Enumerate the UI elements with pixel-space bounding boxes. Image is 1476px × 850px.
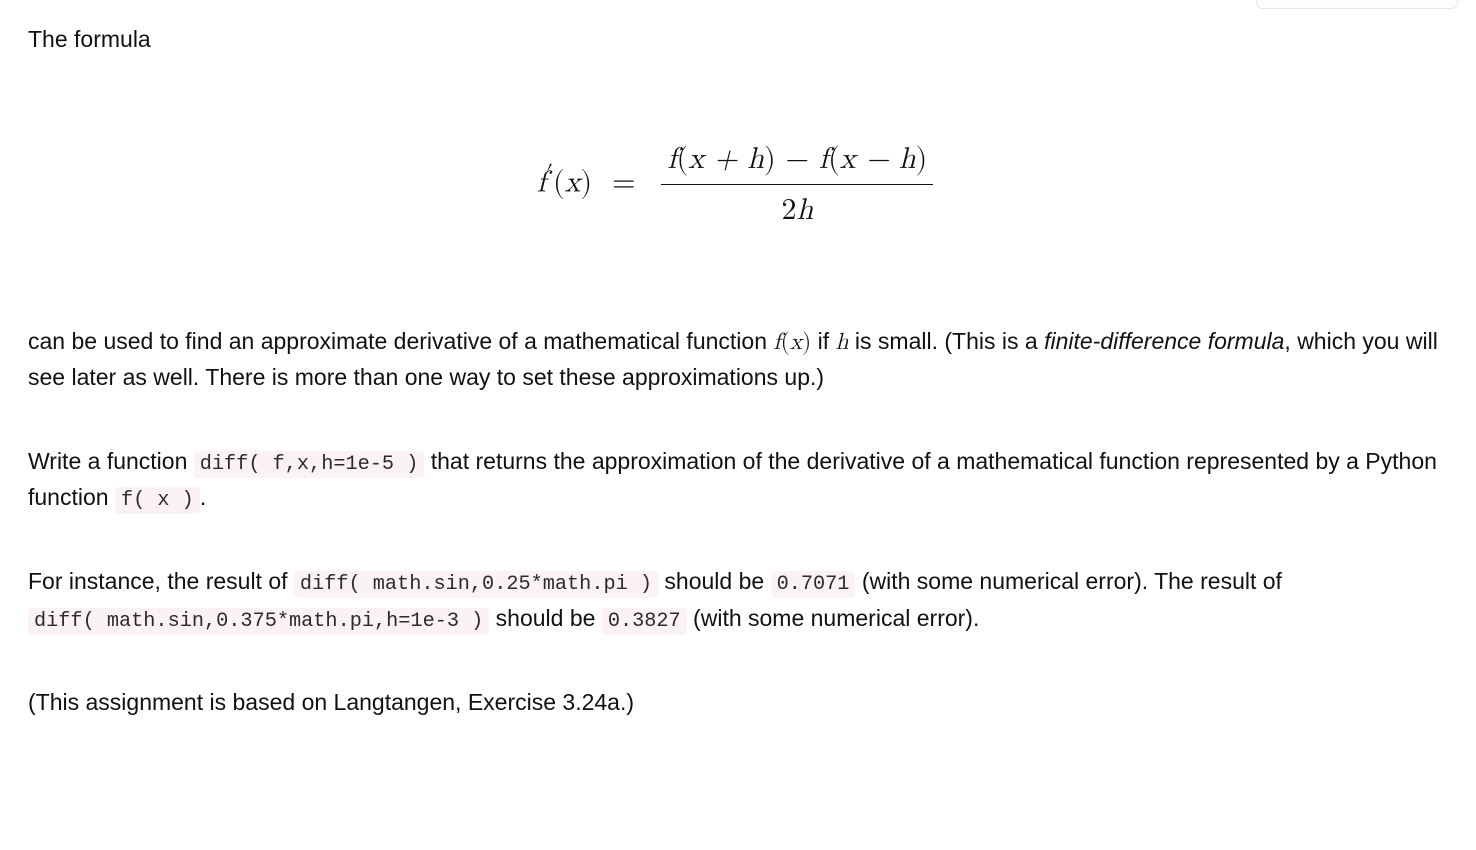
inline-fx: f(x) bbox=[773, 330, 811, 354]
num-f2: f bbox=[819, 144, 828, 174]
formula-lhs-arg: x bbox=[565, 167, 581, 197]
code-result-2: 0.3827 bbox=[602, 608, 687, 635]
formula-denominator: 2h bbox=[661, 185, 933, 234]
num-arg2: x − h bbox=[840, 144, 916, 174]
term-finite-difference: finite-difference formula bbox=[1044, 328, 1284, 354]
p3-mid3: should be bbox=[489, 605, 602, 631]
formula-prime: ′ bbox=[546, 163, 553, 185]
den-coef: 2 bbox=[781, 195, 796, 225]
paragraph-explanation: can be used to find an approximate deriv… bbox=[28, 324, 1448, 396]
paragraph-attribution: (This assignment is based on Langtangen,… bbox=[28, 685, 1448, 721]
p2-post: . bbox=[200, 484, 206, 510]
code-diff-signature: diff( f,x,h=1e-5 ) bbox=[194, 451, 425, 478]
formula-eq: = bbox=[612, 167, 635, 197]
p1-mid: if bbox=[811, 328, 835, 354]
code-result-1: 0.7071 bbox=[771, 571, 856, 598]
p1-pre: can be used to find an approximate deriv… bbox=[28, 328, 773, 354]
intro-line: The formula bbox=[28, 22, 1448, 58]
inline-h: h bbox=[836, 330, 849, 354]
num-arg1: x + h bbox=[688, 144, 764, 174]
inline-fx-arg: x bbox=[790, 330, 802, 354]
num-f1: f bbox=[667, 144, 676, 174]
p1-post1: is small. (This is a bbox=[849, 328, 1045, 354]
p3-pre: For instance, the result of bbox=[28, 568, 294, 594]
p2-pre: Write a function bbox=[28, 448, 194, 474]
formula-numerator: f(x + h) − f(x − h) bbox=[661, 136, 933, 186]
code-example-2: diff( math.sin,0.375*math.pi,h=1e-3 ) bbox=[28, 608, 489, 635]
code-f-of-x: f( x ) bbox=[115, 487, 200, 514]
formula-fraction: f(x + h) − f(x − h) 2h bbox=[661, 136, 933, 234]
formula-lhs-fn: f bbox=[537, 167, 546, 197]
p3-post: (with some numerical error). bbox=[687, 605, 980, 631]
document-body: The formula f′(x) = f(x + h) − f(x − h) … bbox=[0, 0, 1476, 809]
paragraph-task: Write a function diff( f,x,h=1e-5 ) that… bbox=[28, 444, 1448, 517]
code-example-1: diff( math.sin,0.25*math.pi ) bbox=[294, 571, 658, 598]
inline-fx-fn: f bbox=[773, 330, 780, 354]
num-minus: − bbox=[786, 144, 809, 174]
p3-mid2: (with some numerical error). The result … bbox=[855, 568, 1282, 594]
top-right-panel bbox=[1256, 0, 1458, 9]
paragraph-examples: For instance, the result of diff( math.s… bbox=[28, 564, 1448, 637]
den-var: h bbox=[796, 195, 813, 225]
central-difference-formula: f′(x) = f(x + h) − f(x − h) 2h bbox=[28, 136, 1448, 234]
p3-mid1: should be bbox=[658, 568, 771, 594]
